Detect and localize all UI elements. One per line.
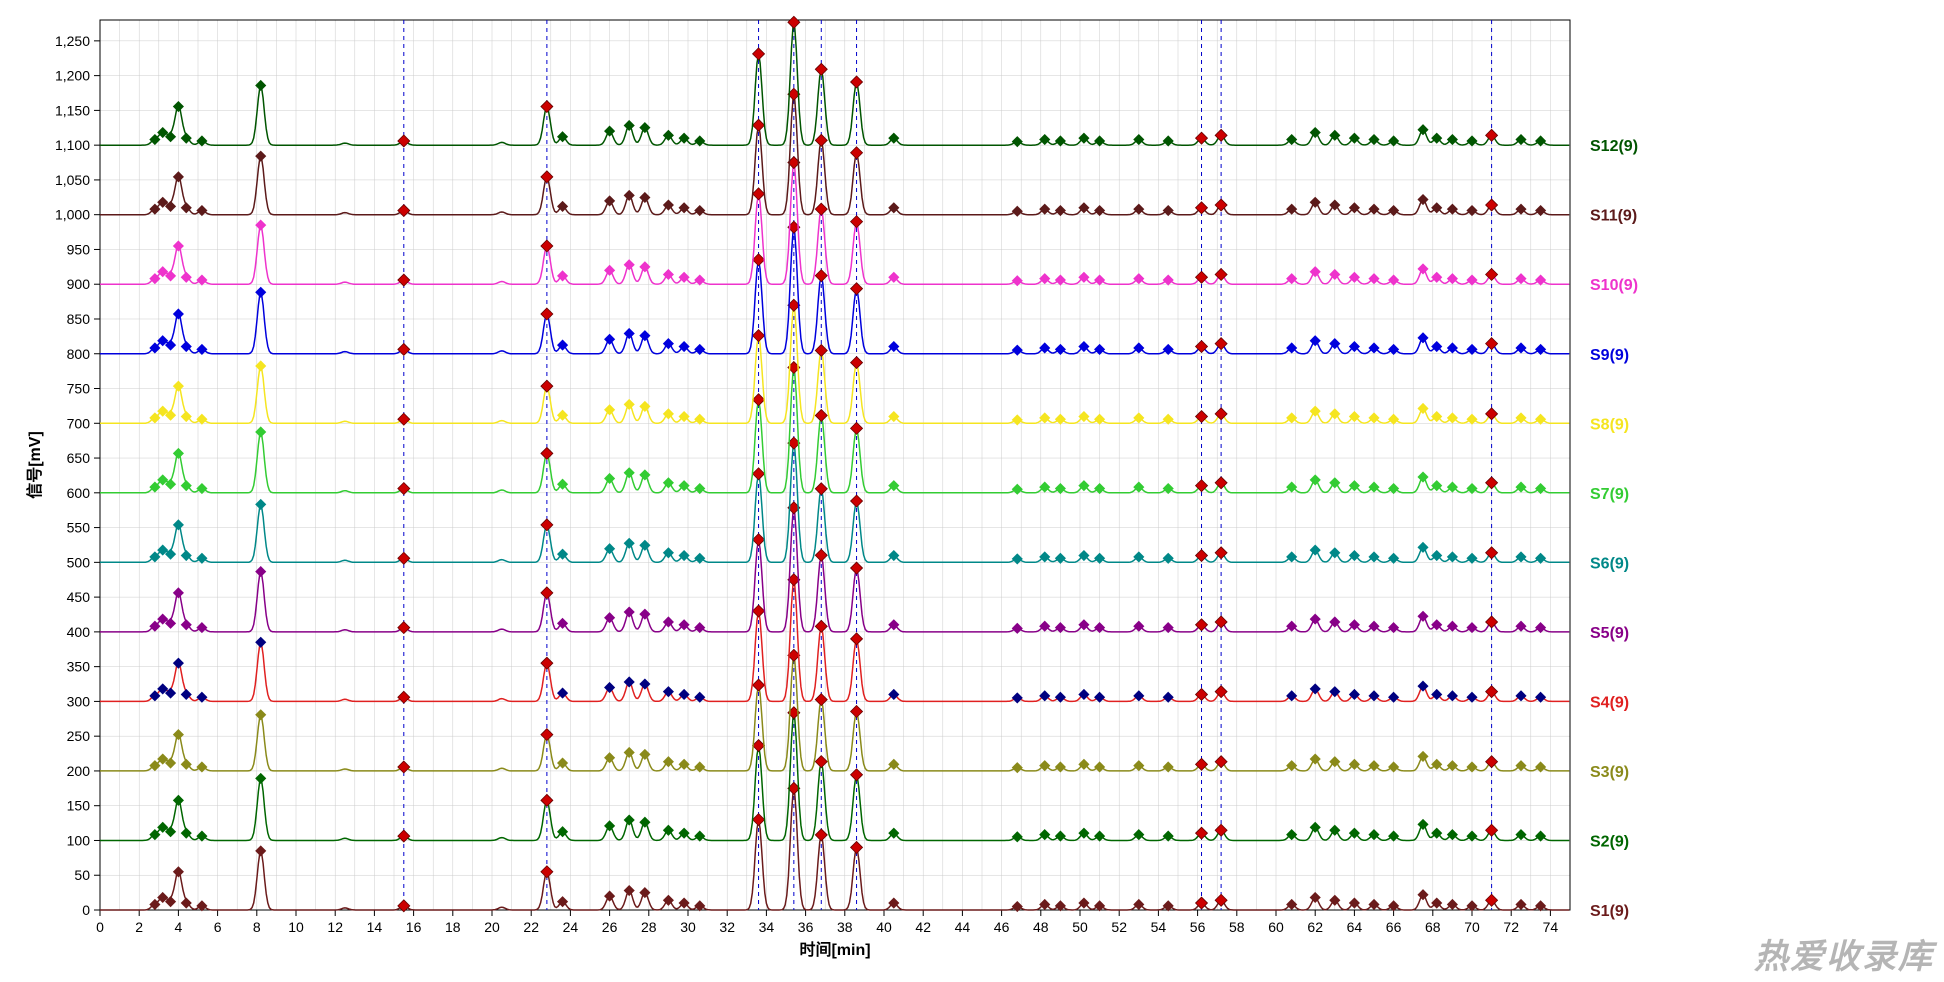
svg-text:54: 54 — [1151, 919, 1167, 935]
svg-text:750: 750 — [67, 381, 91, 397]
svg-text:34: 34 — [759, 919, 775, 935]
svg-text:1,050: 1,050 — [55, 172, 90, 188]
series-label-S6: S6(9) — [1590, 555, 1629, 572]
svg-text:44: 44 — [955, 919, 971, 935]
svg-text:150: 150 — [67, 798, 91, 814]
svg-text:200: 200 — [67, 763, 91, 779]
series-label-S1: S1(9) — [1590, 903, 1629, 920]
svg-text:20: 20 — [484, 919, 500, 935]
series-label-S12: S12(9) — [1590, 138, 1638, 155]
series-label-S7: S7(9) — [1590, 486, 1629, 503]
chart-svg: 0246810121416182022242628303234363840424… — [0, 0, 1944, 982]
svg-text:28: 28 — [641, 919, 657, 935]
svg-text:1,000: 1,000 — [55, 207, 90, 223]
svg-text:1,100: 1,100 — [55, 137, 90, 153]
svg-text:650: 650 — [67, 450, 91, 466]
svg-text:0: 0 — [96, 919, 104, 935]
svg-text:52: 52 — [1111, 919, 1127, 935]
series-label-S3: S3(9) — [1590, 764, 1629, 781]
svg-text:2: 2 — [135, 919, 143, 935]
svg-text:100: 100 — [67, 832, 91, 848]
svg-text:950: 950 — [67, 241, 91, 257]
svg-text:50: 50 — [1072, 919, 1088, 935]
series-label-S9: S9(9) — [1590, 347, 1629, 364]
svg-text:72: 72 — [1503, 919, 1519, 935]
svg-text:62: 62 — [1307, 919, 1323, 935]
x-axis-label: 时间[min] — [799, 940, 870, 959]
svg-text:300: 300 — [67, 693, 91, 709]
svg-text:450: 450 — [67, 589, 91, 605]
svg-text:68: 68 — [1425, 919, 1441, 935]
svg-text:8: 8 — [253, 919, 261, 935]
svg-text:18: 18 — [445, 919, 461, 935]
svg-text:400: 400 — [67, 624, 91, 640]
svg-text:42: 42 — [915, 919, 931, 935]
svg-text:14: 14 — [367, 919, 383, 935]
svg-text:1,200: 1,200 — [55, 68, 90, 84]
svg-text:16: 16 — [406, 919, 422, 935]
svg-text:1,250: 1,250 — [55, 33, 90, 49]
svg-text:66: 66 — [1386, 919, 1402, 935]
svg-text:58: 58 — [1229, 919, 1245, 935]
svg-text:6: 6 — [214, 919, 222, 935]
svg-text:56: 56 — [1190, 919, 1206, 935]
series-label-S2: S2(9) — [1590, 833, 1629, 850]
svg-text:600: 600 — [67, 485, 91, 501]
svg-text:250: 250 — [67, 728, 91, 744]
svg-text:64: 64 — [1347, 919, 1363, 935]
series-label-S11: S11(9) — [1590, 208, 1637, 225]
svg-text:38: 38 — [837, 919, 853, 935]
svg-text:26: 26 — [602, 919, 618, 935]
svg-text:24: 24 — [563, 919, 579, 935]
svg-text:70: 70 — [1464, 919, 1480, 935]
svg-text:900: 900 — [67, 276, 91, 292]
svg-text:500: 500 — [67, 554, 91, 570]
svg-text:22: 22 — [523, 919, 539, 935]
svg-text:48: 48 — [1033, 919, 1049, 935]
series-label-S5: S5(9) — [1590, 625, 1629, 642]
svg-text:800: 800 — [67, 346, 91, 362]
svg-text:74: 74 — [1543, 919, 1559, 935]
svg-text:10: 10 — [288, 919, 304, 935]
svg-text:30: 30 — [680, 919, 696, 935]
svg-text:32: 32 — [719, 919, 735, 935]
svg-text:1,150: 1,150 — [55, 102, 90, 118]
svg-text:550: 550 — [67, 520, 91, 536]
svg-text:0: 0 — [82, 902, 90, 918]
series-label-S4: S4(9) — [1590, 694, 1629, 711]
svg-text:36: 36 — [798, 919, 814, 935]
chromatogram-chart: 0246810121416182022242628303234363840424… — [0, 0, 1944, 982]
svg-text:850: 850 — [67, 311, 91, 327]
svg-text:46: 46 — [994, 919, 1010, 935]
svg-text:40: 40 — [876, 919, 892, 935]
svg-text:350: 350 — [67, 659, 91, 675]
series-label-S8: S8(9) — [1590, 416, 1629, 433]
y-axis-label: 信号[mV] — [25, 431, 44, 499]
svg-text:4: 4 — [175, 919, 183, 935]
series-label-S10: S10(9) — [1590, 277, 1638, 294]
svg-text:12: 12 — [327, 919, 343, 935]
svg-text:700: 700 — [67, 415, 91, 431]
svg-text:60: 60 — [1268, 919, 1284, 935]
svg-text:50: 50 — [74, 867, 90, 883]
